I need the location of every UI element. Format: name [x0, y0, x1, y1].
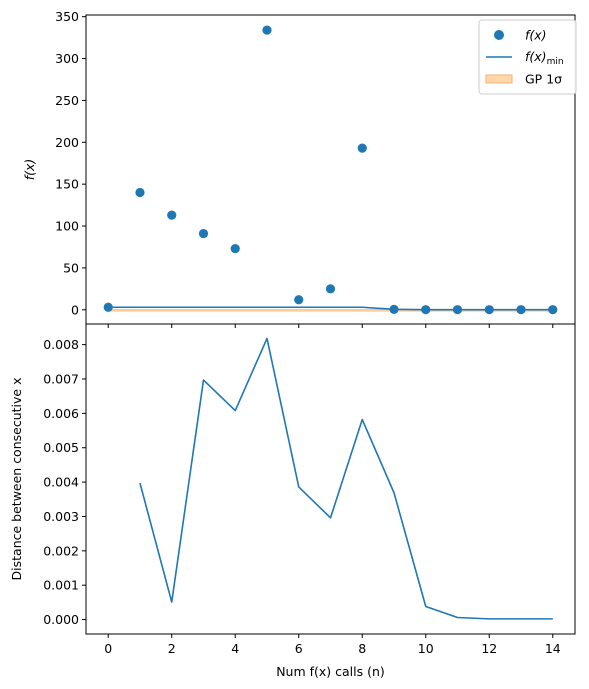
- y-tick-label: 0: [71, 302, 79, 317]
- x-tick-label: 4: [231, 641, 239, 656]
- legend: f(x) f(x)min GP 1σ: [478, 19, 577, 95]
- bottom-y-ticks: 0.000 0.001 0.002 0.003 0.004 0.005 0.006 0.007…: [43, 337, 86, 627]
- distance-line: [139, 337, 553, 620]
- fx-point: [262, 25, 272, 35]
- fx-point: [103, 302, 113, 312]
- y-tick-label: 250: [55, 93, 79, 108]
- x-tick-label: 10: [418, 641, 434, 656]
- x-tick-label: 12: [481, 641, 497, 656]
- y-tick-label: 50: [63, 260, 79, 275]
- bottom-y-axis-label: Distance between consecutive x: [9, 378, 24, 581]
- fx-point: [167, 210, 177, 220]
- y-tick-label: 300: [55, 51, 79, 66]
- y-tick-label: 0.008: [43, 337, 79, 352]
- y-tick-label: 0.004: [43, 475, 79, 490]
- y-tick-label: 150: [55, 177, 79, 192]
- y-tick-label: 0.007: [43, 371, 79, 386]
- y-tick-label: 0.000: [43, 612, 79, 627]
- bottom-x-ticks: 0 2 4 6 8 10 12 14: [104, 634, 561, 656]
- fx-point: [452, 305, 463, 315]
- fx-point: [294, 295, 304, 305]
- fx-point: [389, 304, 399, 314]
- legend-fmin-sub: min: [547, 57, 564, 67]
- fx-point: [548, 305, 558, 315]
- top-x-ticks: [107, 324, 554, 328]
- fx-point: [230, 244, 240, 254]
- fx-point: [421, 305, 431, 315]
- x-tick-label: 2: [168, 641, 176, 656]
- legend-fmin-main: f(x): [525, 49, 547, 64]
- top-chart-panel: 0 50 100 150 200 250 300 350 f(x) f(x) f(x)min …: [22, 9, 577, 328]
- x-tick-label: 0: [104, 641, 112, 656]
- x-tick-label: 14: [545, 641, 561, 656]
- top-y-axis-label: f(x): [22, 159, 37, 181]
- fx-point: [198, 228, 209, 239]
- y-tick-label: 0.001: [43, 578, 79, 593]
- fx-point: [357, 143, 367, 153]
- y-tick-label: 350: [55, 9, 79, 24]
- legend-gp-label: GP 1σ: [525, 72, 562, 87]
- distance-line-layer: [139, 337, 553, 620]
- fx-point: [484, 305, 494, 315]
- y-tick-label: 0.005: [43, 440, 79, 455]
- x-tick-label: 8: [358, 641, 366, 656]
- y-tick-label: 0.003: [43, 509, 79, 524]
- legend-fmin-label: f(x)min: [525, 49, 564, 67]
- y-tick-label: 100: [55, 219, 79, 234]
- y-tick-label: 0.002: [43, 543, 79, 558]
- legend-fx-marker: [494, 30, 504, 40]
- legend-fx-label: f(x): [525, 28, 547, 43]
- fx-points-layer: [103, 25, 558, 315]
- bottom-x-axis-label: Num f(x) calls (n): [276, 664, 385, 679]
- y-tick-label: 200: [55, 135, 79, 150]
- fx-point: [135, 187, 145, 198]
- bottom-chart-panel: 0.000 0.001 0.002 0.003 0.004 0.005 0.006 0.007…: [9, 323, 576, 679]
- legend-gp-swatch: [485, 74, 513, 84]
- y-tick-label: 0.006: [43, 406, 79, 421]
- top-y-ticks: 0 50 100 150 200 250 300 350: [55, 9, 86, 317]
- x-tick-label: 6: [295, 641, 303, 656]
- fx-point: [516, 305, 526, 315]
- fmin-line: [108, 306, 553, 311]
- fmin-line-layer: [108, 306, 553, 311]
- bottom-axes-frame: [85, 323, 576, 635]
- fx-point: [325, 284, 336, 294]
